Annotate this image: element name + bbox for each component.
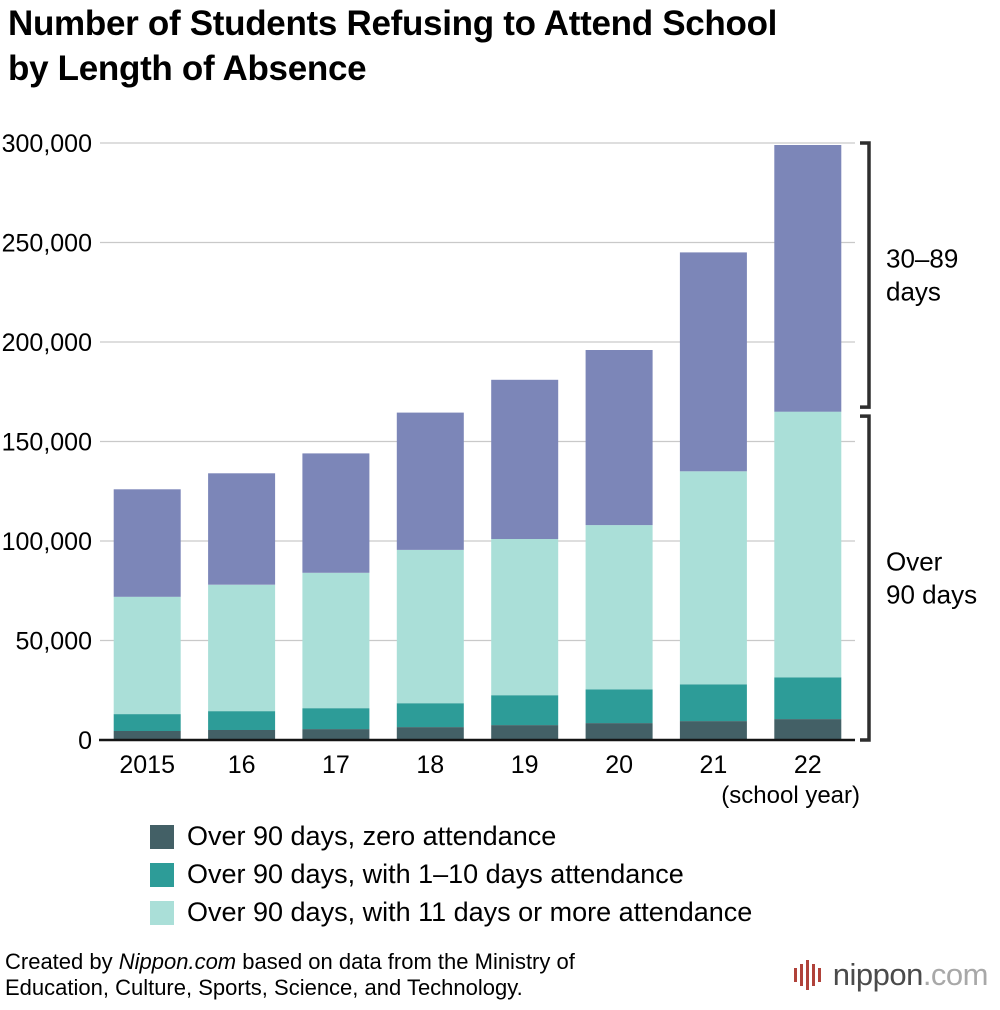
chart-title: Number of Students Refusing to Attend Sc… [8,2,777,92]
title-line-1: Number of Students Refusing to Attend Sc… [8,4,778,43]
bar-segment-series-3 [302,572,370,709]
legend-swatch [150,862,174,887]
credit-line2: Education, Culture, Sports, Science, and… [5,975,523,1001]
bar-segment-series-1 [679,721,747,740]
bar-segment-series-4 [113,489,181,597]
bar-segment-series-2 [679,684,747,722]
x-tick-label: 17 [322,751,350,779]
bar-segment-series-3 [679,471,747,685]
bar-segment-series-4 [396,412,464,550]
nippon-logo-icon [793,960,821,990]
bar-segment-series-1 [774,719,842,740]
y-tick-label: 250,000 [2,230,92,258]
bracket-label: 90 days [886,580,977,610]
legend-label: Over 90 days, zero attendance [187,821,557,851]
credit-source: Nippon.com [118,949,237,974]
credit-suffix: based on data from the Ministry of [236,949,575,974]
bar-segment-series-2 [396,703,464,728]
legend-label: Over 90 days, with 1–10 days attendance [187,859,684,889]
bar-segment-series-3 [396,550,464,704]
bar-segment-series-3 [491,539,559,696]
bar-segment-series-4 [585,350,653,526]
bar-segment-series-2 [774,677,842,720]
bar-segment-series-2 [302,708,370,730]
legend-swatch [150,900,174,925]
bar-segment-series-4 [774,145,842,412]
source-credit: Created by Nippon.com based on data from… [5,949,575,1002]
x-tick-label: 16 [228,751,256,779]
legend-swatch [150,824,174,849]
x-tick-label: 20 [605,751,633,779]
bar-segment-series-1 [208,730,276,740]
x-tick-label: 18 [416,751,444,779]
legend-label: Over 90 days, with 11 days or more atten… [187,897,753,927]
bar-segment-series-3 [113,596,181,715]
range-bracket-1 [860,141,871,409]
bar-segment-series-3 [585,525,653,690]
bar-segment-series-4 [491,379,559,539]
bracket-label: Over [886,547,943,577]
x-tick-label: 21 [699,751,727,779]
bar-segment-series-4 [208,473,276,585]
bar-segment-series-1 [302,729,370,740]
legend-item: Over 90 days, with 11 days or more atten… [150,897,752,928]
bracket-label: days [886,277,941,307]
y-tick-label: 0 [78,727,92,755]
y-tick-label: 200,000 [2,329,92,357]
bar-segment-series-2 [113,714,181,731]
bar-segment-series-2 [491,695,559,726]
y-tick-label: 50,000 [16,628,92,656]
y-tick-label: 100,000 [2,528,92,556]
bar-segment-series-2 [208,711,276,730]
bar-segment-series-3 [208,584,276,712]
bar-segment-series-1 [396,727,464,740]
bar-segment-series-4 [302,453,370,573]
logo-text-suffix: .com [922,957,989,992]
nippon-logo: nippon .com [793,957,989,993]
y-tick-label: 300,000 [2,130,92,158]
range-bracket-2 [860,414,871,742]
bar-segment-series-1 [491,725,559,740]
x-tick-label: 2015 [119,751,175,779]
credit-prefix: Created by [5,949,119,974]
y-tick-label: 150,000 [2,429,92,457]
legend: Over 90 days, zero attendance Over 90 day… [150,821,752,935]
x-axis-note: (school year) [721,782,860,809]
bracket-label: 30–89 [886,244,958,274]
legend-item: Over 90 days, with 1–10 days attendance [150,859,752,890]
x-tick-label: 22 [794,751,822,779]
logo-text: nippon [832,957,924,992]
bar-segment-series-4 [679,252,747,472]
x-tick-label: 19 [511,751,539,779]
bar-segment-series-1 [113,731,181,740]
bar-segment-series-2 [585,689,653,724]
title-line-2: by Length of Absence [8,48,367,88]
bar-segment-series-3 [774,411,842,678]
bar-segment-series-1 [585,723,653,740]
legend-item: Over 90 days, zero attendance [150,821,752,852]
